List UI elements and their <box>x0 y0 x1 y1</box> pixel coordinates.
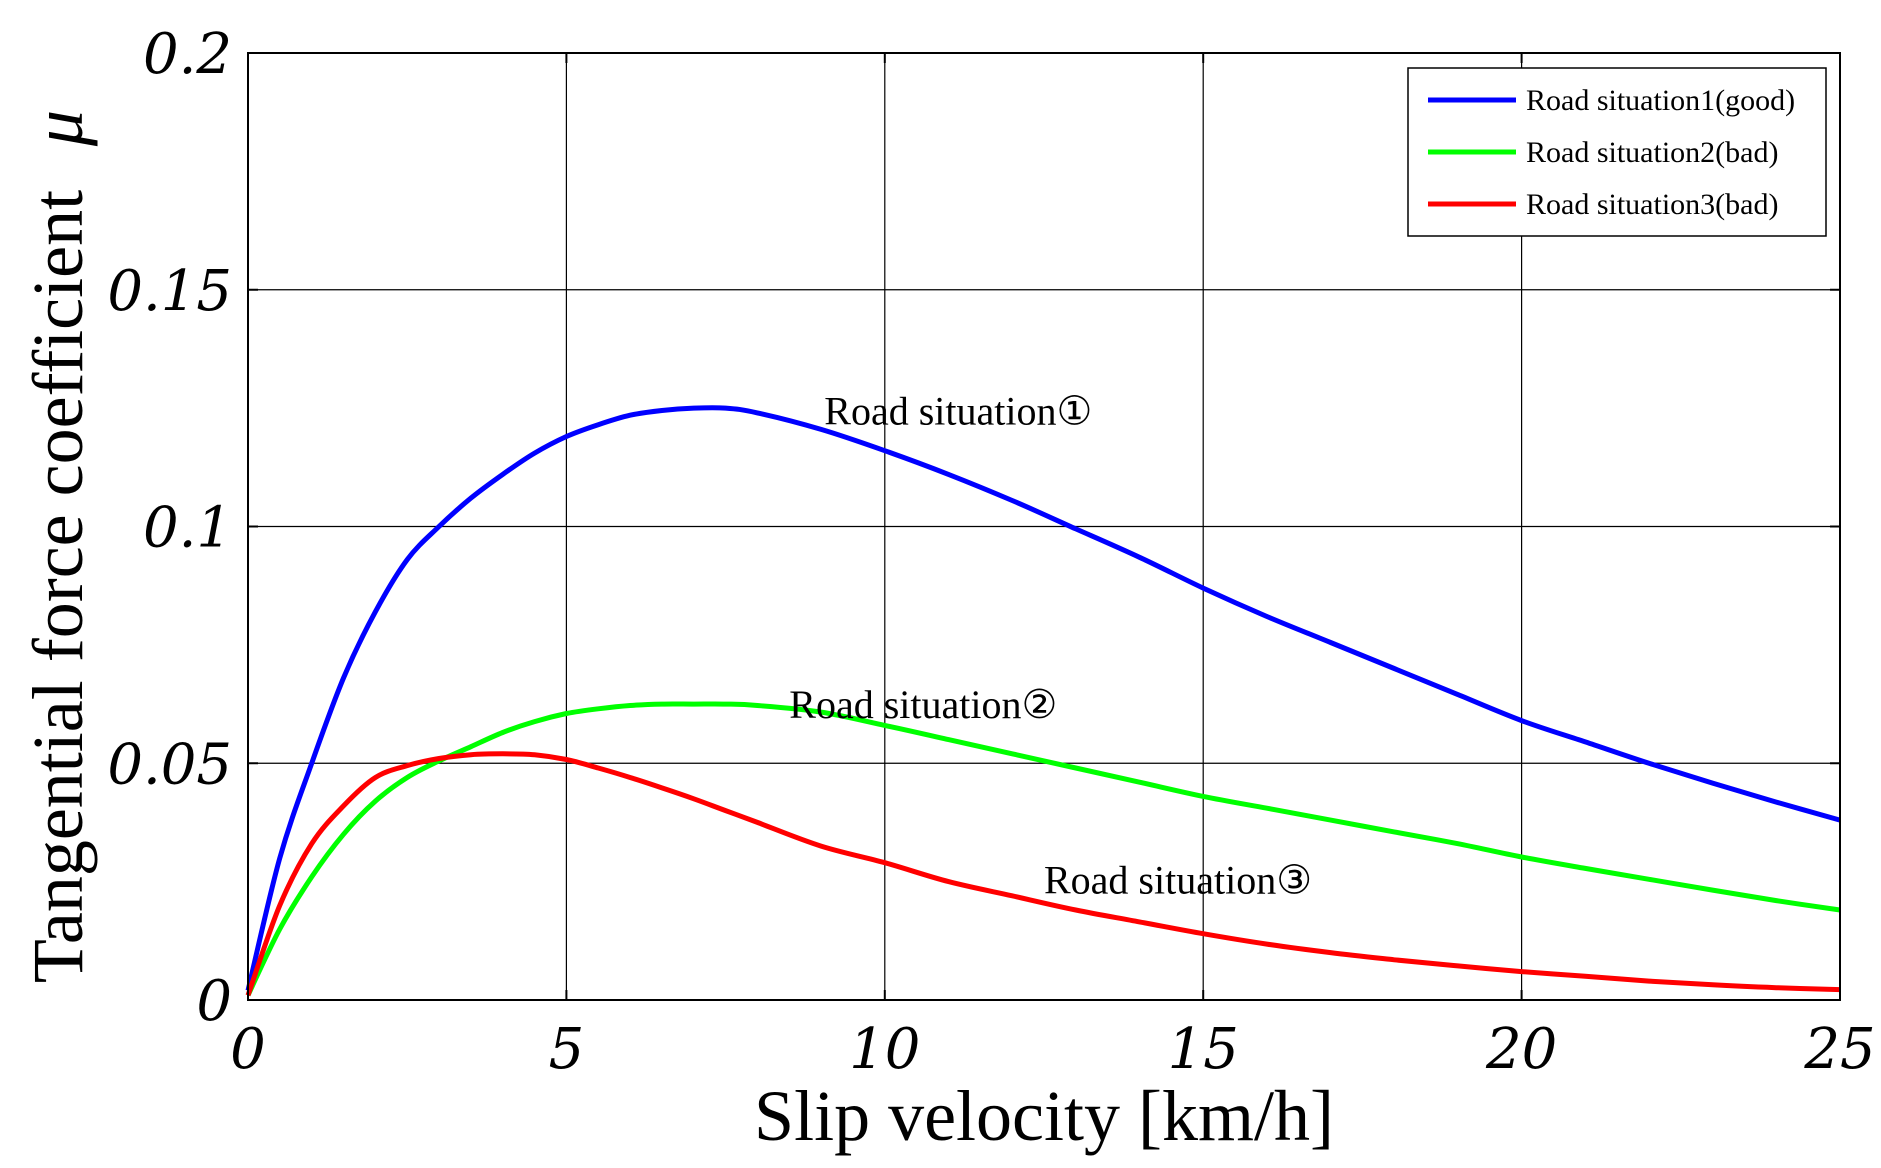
y-tick-label-0: 0 <box>196 969 232 1034</box>
y-axis-title: Tangential force coefficient <box>18 190 98 983</box>
legend-label-2: Road situation2(bad) <box>1526 136 1778 169</box>
x-tick-label-2: 10 <box>849 1017 920 1082</box>
y-axis-title-group: Tangential force coefficient μ <box>18 110 98 983</box>
x-tick-label-0: 0 <box>230 1017 266 1082</box>
legend-label-1: Road situation1(good) <box>1526 84 1795 117</box>
annotation-road-situation-3: Road situation③ <box>1044 857 1312 902</box>
y-tick-label-4: 0.2 <box>143 22 232 87</box>
tick-layer: 0 5 10 15 20 25 0 0.05 0.1 0.15 0.2 <box>107 22 1875 1082</box>
y-tick-label-1: 0.05 <box>107 732 232 797</box>
annotation-road-situation-2: Road situation② <box>789 682 1057 727</box>
series-layer <box>245 405 1841 997</box>
x-axis-title: Slip velocity [km/h] <box>754 1076 1334 1156</box>
legend: Road situation1(good) Road situation2(bad… <box>1407 67 1827 237</box>
legend-items: Road situation1(good) Road situation2(bad… <box>1428 84 1795 221</box>
annotation-layer: Road situation① Road situation② Road situa… <box>789 388 1312 902</box>
legend-label-3: Road situation3(bad) <box>1526 188 1778 221</box>
x-tick-label-3: 15 <box>1168 1017 1239 1082</box>
x-tick-label-5: 25 <box>1803 1017 1875 1082</box>
x-tick-label-1: 5 <box>549 1017 585 1082</box>
series-line-2 <box>245 701 1841 997</box>
annotation-road-situation-1: Road situation① <box>824 388 1092 433</box>
y-tick-label-3: 0.15 <box>107 259 232 324</box>
series-line-3 <box>245 751 1841 997</box>
y-axis-symbol: μ <box>18 110 98 147</box>
y-tick-label-2: 0.1 <box>143 496 232 561</box>
x-tick-label-4: 20 <box>1485 1017 1557 1082</box>
series-line-1 <box>245 405 1841 992</box>
